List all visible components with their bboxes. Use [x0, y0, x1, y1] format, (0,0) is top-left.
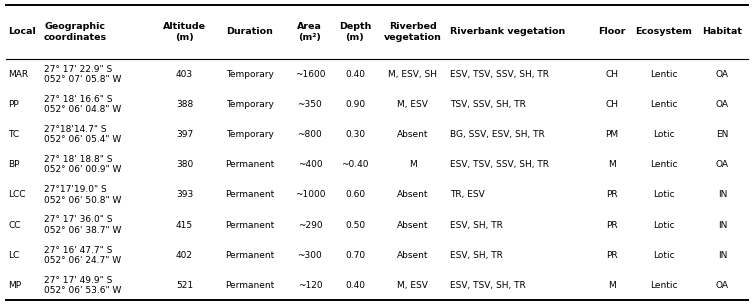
- Text: TSV, SSV, SH, TR: TSV, SSV, SH, TR: [450, 100, 526, 109]
- Text: 27° 17' 22.9" S
052° 07' 05.8" W: 27° 17' 22.9" S 052° 07' 05.8" W: [44, 65, 121, 84]
- Text: Ecosystem: Ecosystem: [635, 27, 692, 36]
- Text: 393: 393: [176, 190, 193, 199]
- Text: TR, ESV: TR, ESV: [450, 190, 485, 199]
- Text: 380: 380: [176, 160, 193, 169]
- Text: Duration: Duration: [226, 27, 273, 36]
- Text: 0.40: 0.40: [345, 281, 365, 290]
- Text: PR: PR: [606, 190, 618, 199]
- Text: CH: CH: [605, 70, 618, 79]
- Text: IN: IN: [718, 190, 727, 199]
- Text: Lotic: Lotic: [653, 130, 675, 139]
- Text: Permanent: Permanent: [225, 160, 274, 169]
- Text: PP: PP: [8, 100, 19, 109]
- Text: ~300: ~300: [298, 251, 322, 260]
- Text: IN: IN: [718, 221, 727, 230]
- Text: Lotic: Lotic: [653, 221, 675, 230]
- Text: Lotic: Lotic: [653, 251, 675, 260]
- Text: LCC: LCC: [8, 190, 26, 199]
- Text: Permanent: Permanent: [225, 221, 274, 230]
- Text: 0.70: 0.70: [345, 251, 365, 260]
- Text: Absent: Absent: [397, 221, 428, 230]
- Text: M: M: [608, 160, 615, 169]
- Text: ~0.40: ~0.40: [342, 160, 369, 169]
- Text: Lentic: Lentic: [650, 281, 677, 290]
- Text: ESV, TSV, SSV, SH, TR: ESV, TSV, SSV, SH, TR: [450, 160, 550, 169]
- Text: OA: OA: [716, 100, 729, 109]
- Text: ESV, SH, TR: ESV, SH, TR: [450, 251, 503, 260]
- Text: TC: TC: [8, 130, 20, 139]
- Text: ~1000: ~1000: [295, 190, 325, 199]
- Text: Absent: Absent: [397, 130, 428, 139]
- Text: ~1600: ~1600: [295, 70, 325, 79]
- Text: M: M: [608, 281, 615, 290]
- Text: 0.40: 0.40: [345, 70, 365, 79]
- Text: ESV, TSV, SH, TR: ESV, TSV, SH, TR: [450, 281, 526, 290]
- Text: OA: OA: [716, 160, 729, 169]
- Text: Lentic: Lentic: [650, 160, 677, 169]
- Text: BG, SSV, ESV, SH, TR: BG, SSV, ESV, SH, TR: [450, 130, 545, 139]
- Text: 27°17'19.0" S
052° 06' 50.8" W: 27°17'19.0" S 052° 06' 50.8" W: [44, 185, 121, 205]
- Text: IN: IN: [718, 251, 727, 260]
- Text: ~350: ~350: [298, 100, 322, 109]
- Text: Floor: Floor: [598, 27, 626, 36]
- Text: 397: 397: [176, 130, 193, 139]
- Text: Depth
(m): Depth (m): [339, 22, 371, 42]
- Text: 27°18'14.7" S
052° 06' 05.4" W: 27°18'14.7" S 052° 06' 05.4" W: [44, 125, 121, 144]
- Text: OA: OA: [716, 281, 729, 290]
- Text: ~120: ~120: [298, 281, 322, 290]
- Text: PM: PM: [605, 130, 618, 139]
- Text: ~800: ~800: [298, 130, 322, 139]
- Text: BP: BP: [8, 160, 20, 169]
- Text: CH: CH: [605, 100, 618, 109]
- Text: 0.90: 0.90: [345, 100, 365, 109]
- Text: MP: MP: [8, 281, 21, 290]
- Text: ESV, SH, TR: ESV, SH, TR: [450, 221, 503, 230]
- Text: Lotic: Lotic: [653, 190, 675, 199]
- Text: CC: CC: [8, 221, 21, 230]
- Text: Temporary: Temporary: [225, 130, 274, 139]
- Text: Habitat: Habitat: [703, 27, 743, 36]
- Text: Permanent: Permanent: [225, 190, 274, 199]
- Text: PR: PR: [606, 221, 618, 230]
- Text: Permanent: Permanent: [225, 281, 274, 290]
- Text: 27° 16' 47.7" S
052° 06' 24.7" W: 27° 16' 47.7" S 052° 06' 24.7" W: [44, 246, 121, 265]
- Text: Absent: Absent: [397, 251, 428, 260]
- Text: Lentic: Lentic: [650, 70, 677, 79]
- Text: Riverbank vegetation: Riverbank vegetation: [450, 27, 566, 36]
- Text: PR: PR: [606, 251, 618, 260]
- Text: Temporary: Temporary: [225, 70, 274, 79]
- Text: 0.30: 0.30: [345, 130, 365, 139]
- Text: Geographic
coordinates: Geographic coordinates: [44, 22, 107, 42]
- Text: 402: 402: [176, 251, 193, 260]
- Text: 27° 18' 16.6" S
052° 06' 04.8" W: 27° 18' 16.6" S 052° 06' 04.8" W: [44, 95, 121, 114]
- Text: M, ESV: M, ESV: [397, 281, 428, 290]
- Text: Lentic: Lentic: [650, 100, 677, 109]
- Text: 27° 17' 49.9" S
052° 06' 53.6" W: 27° 17' 49.9" S 052° 06' 53.6" W: [44, 276, 121, 295]
- Text: 403: 403: [176, 70, 193, 79]
- Text: Area
(m²): Area (m²): [297, 22, 322, 42]
- Text: Absent: Absent: [397, 190, 428, 199]
- Text: 27° 18' 18.8" S
052° 06' 00.9" W: 27° 18' 18.8" S 052° 06' 00.9" W: [44, 155, 121, 174]
- Text: 0.60: 0.60: [345, 190, 365, 199]
- Text: ~400: ~400: [298, 160, 322, 169]
- Text: 27° 17' 36.0" S
052° 06' 38.7" W: 27° 17' 36.0" S 052° 06' 38.7" W: [44, 215, 121, 235]
- Text: 0.50: 0.50: [345, 221, 365, 230]
- Text: LC: LC: [8, 251, 20, 260]
- Text: Permanent: Permanent: [225, 251, 274, 260]
- Text: MAR: MAR: [8, 70, 29, 79]
- Text: 415: 415: [176, 221, 193, 230]
- Text: 388: 388: [176, 100, 193, 109]
- Text: M, ESV, SH: M, ESV, SH: [388, 70, 437, 79]
- Text: 521: 521: [176, 281, 193, 290]
- Text: ~290: ~290: [298, 221, 322, 230]
- Text: ESV, TSV, SSV, SH, TR: ESV, TSV, SSV, SH, TR: [450, 70, 550, 79]
- Text: Local: Local: [8, 27, 36, 36]
- Text: EN: EN: [716, 130, 728, 139]
- Text: OA: OA: [716, 70, 729, 79]
- Text: Riverbed
vegetation: Riverbed vegetation: [384, 22, 442, 42]
- Text: M, ESV: M, ESV: [397, 100, 428, 109]
- Text: M: M: [409, 160, 417, 169]
- Text: Altitude
(m): Altitude (m): [163, 22, 206, 42]
- Text: Temporary: Temporary: [225, 100, 274, 109]
